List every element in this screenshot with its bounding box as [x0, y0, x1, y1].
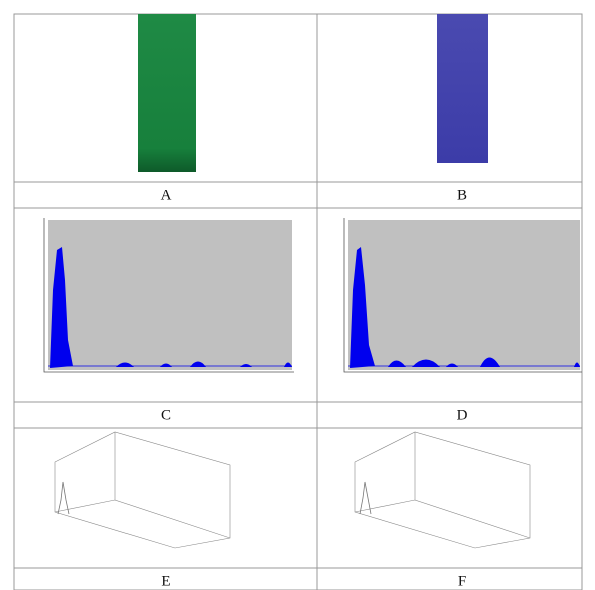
plot-3d-f	[355, 432, 530, 548]
plot-area	[348, 220, 580, 370]
plot-area	[48, 220, 292, 370]
plot-3d-e	[55, 432, 230, 548]
densitogram-c	[44, 218, 294, 372]
panel-label: A	[161, 187, 172, 203]
panel-label: B	[457, 187, 467, 203]
panel-label: D	[457, 407, 468, 423]
tlc-plate-blue	[437, 14, 488, 163]
figure: A B C D E F	[0, 0, 595, 590]
panel-label: C	[161, 407, 171, 423]
panel-label: E	[161, 573, 170, 589]
panel-label: F	[458, 573, 466, 589]
tlc-plate-green	[138, 14, 196, 172]
densitogram-d	[344, 218, 582, 372]
trace	[58, 482, 69, 514]
wireframe	[355, 432, 530, 548]
wireframe	[55, 432, 230, 548]
